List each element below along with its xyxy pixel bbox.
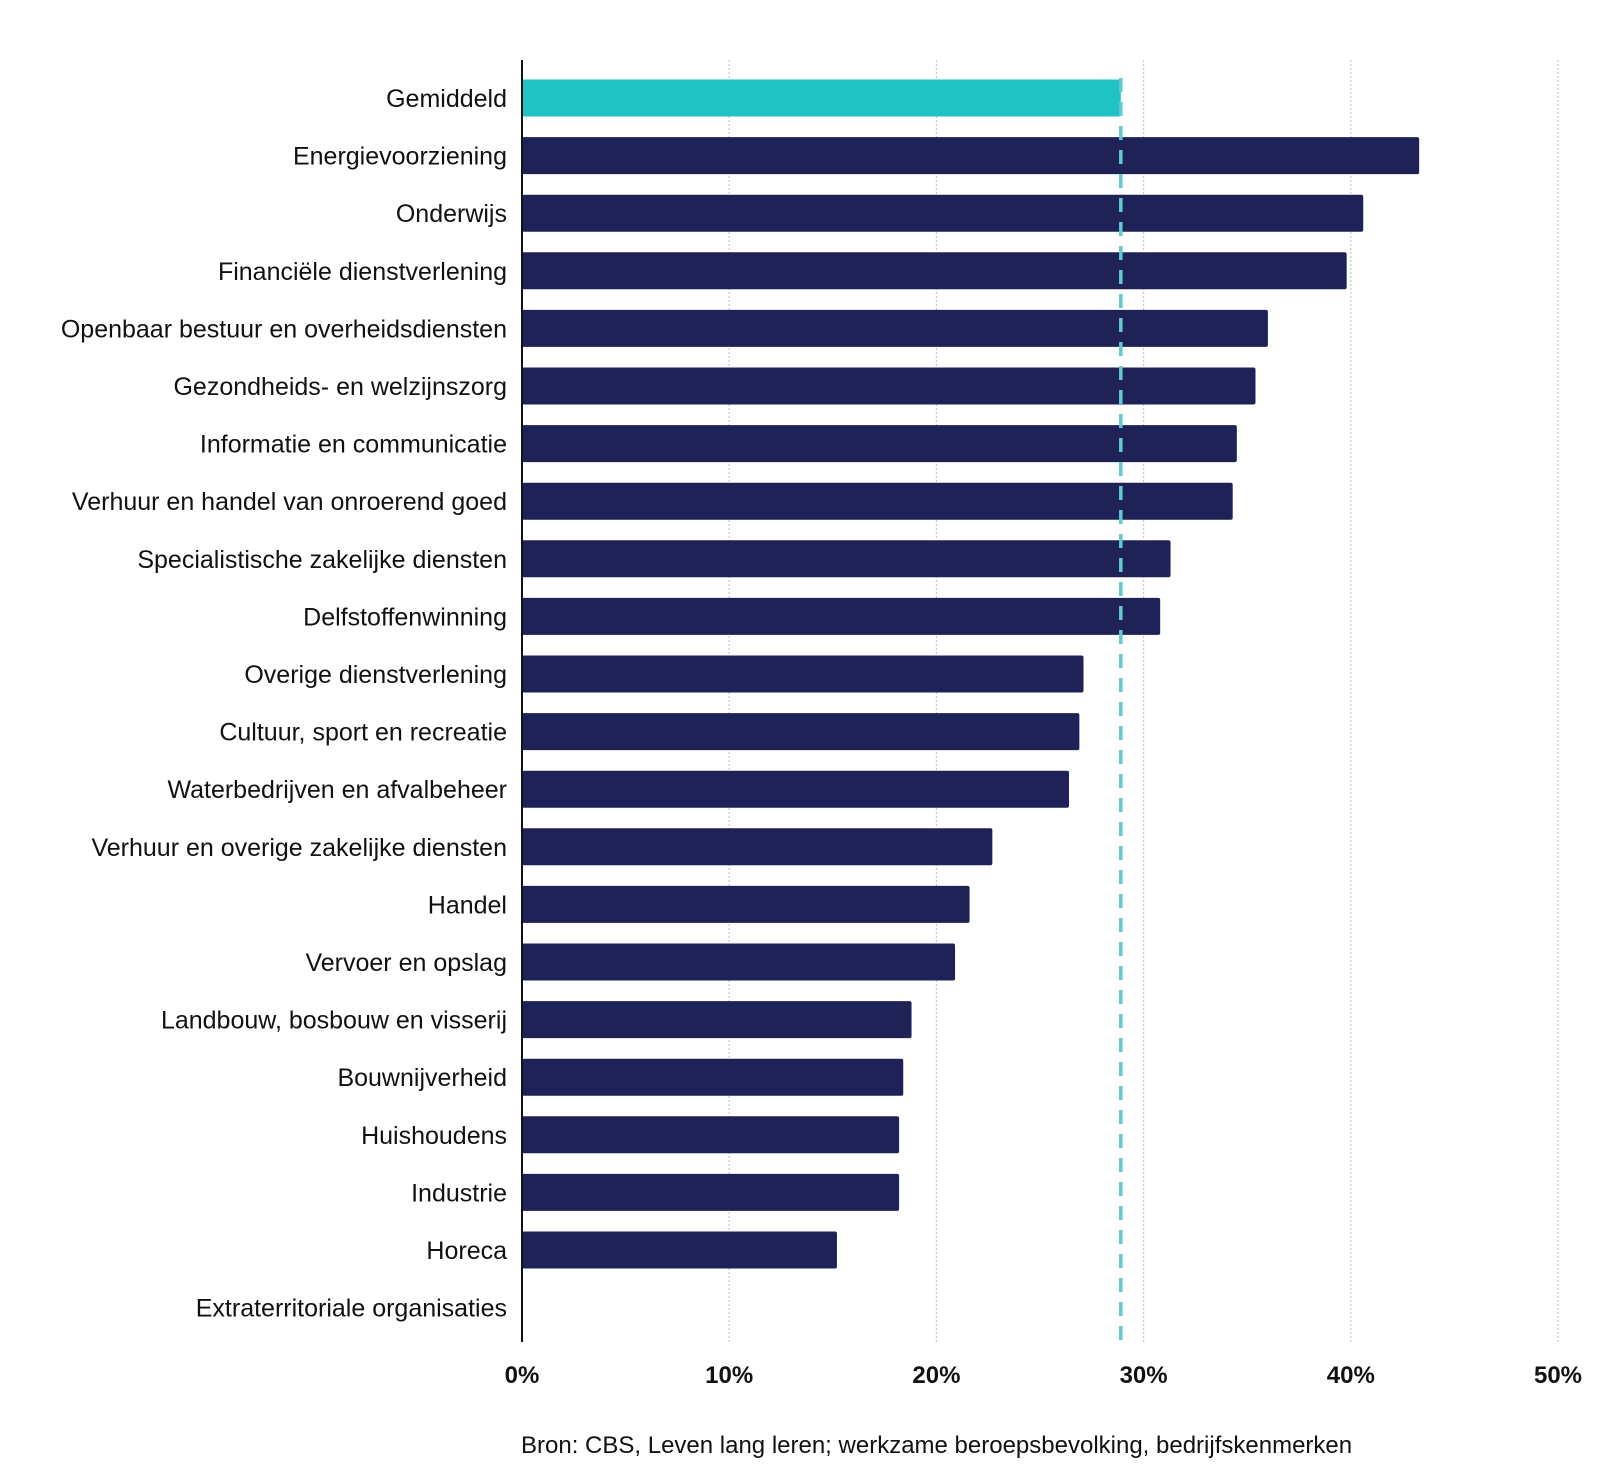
bar <box>522 482 1233 520</box>
category-label: Gemiddeld <box>386 85 507 113</box>
category-labels: Gemiddeld Energievoorziening Onderwijs Fina… <box>61 85 507 1323</box>
x-tick-label: 10% <box>705 1362 753 1389</box>
bar <box>522 597 1161 635</box>
category-label: Onderwijs <box>396 200 507 228</box>
bar <box>522 1231 837 1269</box>
bar <box>522 252 1347 290</box>
bar <box>522 885 970 923</box>
bar <box>522 713 1080 751</box>
category-label: Huishoudens <box>361 1122 507 1150</box>
category-label: Overige dienstverlening <box>244 661 507 689</box>
bars <box>522 79 1420 1269</box>
category-label: Verhuur en handel van onroerend goed <box>72 488 507 516</box>
bar <box>522 367 1256 405</box>
category-label: Delfstoffenwinning <box>303 603 507 631</box>
category-label: Energievoorziening <box>293 143 507 171</box>
bar <box>522 425 1237 463</box>
bar <box>522 1173 900 1211</box>
category-label: Bouwnijverheid <box>337 1064 507 1092</box>
x-tick-label: 40% <box>1327 1362 1375 1389</box>
bar <box>522 943 956 981</box>
category-label: Industrie <box>411 1179 507 1207</box>
x-tick-labels: 0% 10% 20% 30% 40% 50% <box>505 1362 1582 1389</box>
x-tick-label: 20% <box>912 1362 960 1389</box>
category-label: Landbouw, bosbouw en visserij <box>161 1007 507 1035</box>
source-note: Bron: CBS, Leven lang leren; werkzame be… <box>521 1432 1353 1459</box>
category-label: Extraterritoriale organisaties <box>196 1295 507 1323</box>
bar <box>522 194 1364 232</box>
category-label: Cultuur, sport en recreatie <box>219 719 507 747</box>
x-tick-label: 50% <box>1534 1362 1582 1389</box>
category-label: Waterbedrijven en afvalbeheer <box>167 776 507 804</box>
category-label: Openbaar bestuur en overheidsdiensten <box>61 315 507 343</box>
category-label: Financiële dienstverlening <box>218 258 507 286</box>
bar <box>522 1001 912 1039</box>
bar <box>522 828 993 866</box>
bar <box>522 655 1084 693</box>
category-label: Specialistische zakelijke diensten <box>137 546 507 574</box>
category-label: Horeca <box>426 1237 507 1265</box>
category-label: Vervoer en opslag <box>305 949 507 977</box>
bar-highlight <box>522 79 1121 117</box>
bar <box>522 770 1070 808</box>
bar <box>522 1116 900 1154</box>
bar <box>522 540 1171 578</box>
category-label: Informatie en communicatie <box>200 431 507 459</box>
x-tick-label: 30% <box>1120 1362 1168 1389</box>
bar <box>522 1058 904 1096</box>
bar <box>522 137 1420 175</box>
category-label: Verhuur en overige zakelijke diensten <box>91 834 507 862</box>
category-label: Handel <box>428 891 507 919</box>
bar <box>522 309 1268 347</box>
x-tick-label: 0% <box>505 1362 540 1389</box>
category-label: Gezondheids- en welzijnszorg <box>173 373 507 401</box>
